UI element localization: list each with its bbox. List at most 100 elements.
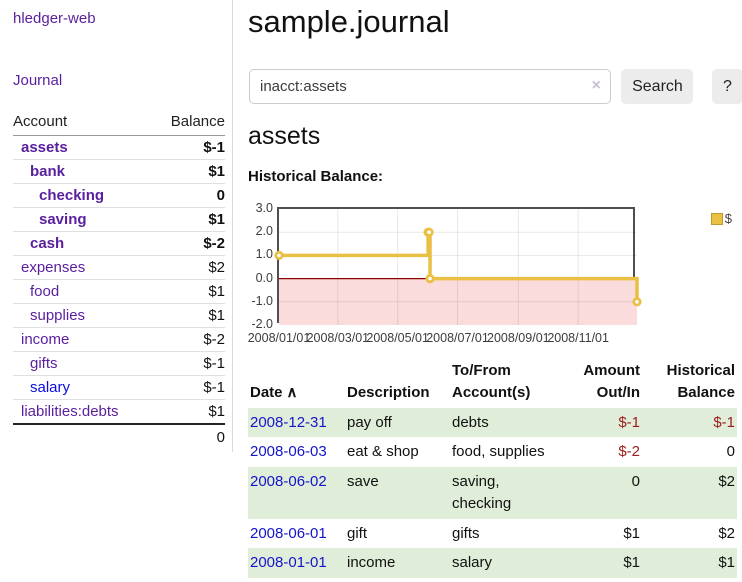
transaction-balance: $2 [718,473,735,490]
x-axis-tick-label: 2008/09/01 [487,331,550,345]
account-page-title: assets [248,122,321,150]
account-balance: $-1 [153,375,225,400]
transaction-description: income [347,554,396,572]
account-balance: $-2 [153,327,225,352]
sidebar-item-journal[interactable]: Journal [13,72,63,89]
sidebar-accounts-body: assets $-1 bank $1 checking 0 saving $1 … [13,135,225,425]
register-row: 2008-01-01 income salary $1 $1 [248,548,737,578]
y-axis-tick-label: 3.0 [255,201,273,215]
account-link[interactable]: expenses [21,259,86,276]
transaction-balance: $2 [718,524,735,542]
account-link[interactable]: gifts [30,355,58,372]
account-row: supplies $1 [13,303,225,328]
register-row: 2008-06-02 save saving, checking 0 $2 [248,467,737,519]
register-column-header[interactable]: Date ∧ [250,383,298,401]
transaction-date-link[interactable]: 2008-06-01 [250,524,327,542]
search-input[interactable] [249,69,611,104]
x-axis-tick-label: 2008/03/01 [306,331,370,345]
transaction-accounts: saving, checking [452,473,512,512]
account-link[interactable]: assets [21,139,68,156]
chart-legend: $ [710,211,732,226]
transaction-description: pay off [347,413,392,431]
account-link[interactable]: bank [30,163,66,180]
account-link[interactable]: cash [30,235,65,252]
register-column-header: Historical Balance [666,362,735,401]
register-header-row: Date ∧ Description To/From Account(s) Amount… [248,358,737,408]
account-row: gifts $-1 [13,351,225,376]
account-balance: $-1 [153,135,225,160]
account-balance: $2 [153,255,225,280]
account-row: salary $-1 [13,375,225,400]
page-title: sample.journal [248,4,450,39]
register-row: 2008-06-01 gift gifts $1 $2 [248,519,737,549]
account-row: food $1 [13,279,225,304]
register-row: 2008-12-31 pay off debts $-1 $-1 [248,407,737,438]
account-balance: $1 [153,159,225,184]
account-link[interactable]: liabilities:debts [21,403,119,420]
account-row: saving $1 [13,207,225,232]
transaction-accounts: food, supplies [452,443,545,461]
chart-plot-area [274,207,642,325]
account-link[interactable]: supplies [30,307,86,324]
search-form: × Search ? [249,69,742,104]
transaction-balance: $-1 [713,413,735,431]
account-balance: $1 [153,279,225,304]
transaction-amount: 0 [631,473,640,490]
account-link[interactable]: food [30,283,60,300]
accounts-header-balance: Balance [153,109,225,136]
transaction-accounts: gifts [452,524,480,542]
account-row: bank $1 [13,159,225,184]
account-balance: 0 [153,183,225,208]
account-link[interactable]: saving [39,211,87,228]
transaction-date-link[interactable]: 2008-12-31 [250,413,327,431]
account-balance: $-1 [153,351,225,376]
account-row: income $-2 [13,327,225,352]
register-column-header: Description [347,383,430,401]
y-axis-tick-label: -1.0 [251,293,273,308]
transaction-date-link[interactable]: 2008-06-03 [250,443,327,461]
historical-balance-chart: $ 3.0 2.0 1.0 0.0 -1.0 -2.0 2008/01/01 2008/03/… [247,201,737,347]
account-balance: $1 [153,207,225,232]
transaction-description: eat & shop [347,443,419,461]
transaction-description: gift [347,524,368,542]
account-balance: $1 [153,303,225,328]
transaction-date-link[interactable]: 2008-06-02 [250,473,327,490]
account-link[interactable]: income [21,331,70,348]
account-balance: $1 [153,399,225,425]
transaction-accounts: debts [452,413,489,431]
transaction-amount: $-1 [618,413,640,431]
transaction-balance: 0 [726,443,735,461]
app-title-link[interactable]: hledger-web [13,10,96,27]
transaction-date-link[interactable]: 2008-01-01 [250,554,327,572]
account-link[interactable]: checking [39,187,105,204]
transaction-amount: $1 [623,554,640,572]
transaction-balance: $1 [718,554,735,572]
accounts-header-account: Account [13,109,154,136]
x-axis-tick-label: 2008/05/01 [366,331,429,345]
x-axis-tick-label: 2008/07/01 [426,331,489,345]
transaction-accounts: salary [452,554,493,572]
register-column-header: Amount Out/In [583,362,640,401]
sidebar: hledger-web Journal Account Balance asse… [0,0,233,452]
account-link[interactable]: salary [30,379,71,396]
search-button[interactable]: Search [621,69,694,104]
accounts-total-row: 0 [13,423,225,450]
transaction-amount: $1 [623,524,640,542]
accounts-table: Account Balance assets $-1 bank $1 check… [13,109,225,450]
help-button[interactable]: ? [711,69,742,104]
account-row: expenses $2 [13,255,225,280]
clear-search-icon[interactable]: × [591,77,601,94]
account-row: checking 0 [13,183,225,208]
account-row: cash $-2 [13,231,225,256]
main-content: sample.journal × Search ? assets Histori… [247,0,742,582]
y-axis-tick-label: 0.0 [255,270,273,285]
transaction-description: save [347,473,379,490]
x-axis-tick-label: 2008/11/01 [547,331,609,345]
register-table: Date ∧ Description To/From Account(s) Amount… [248,358,737,578]
sort-ascending-icon: ∧ [286,383,298,401]
register-row: 2008-06-03 eat & shop food, supplies $-2… [248,437,737,467]
chart-section-label: Historical Balance: [248,168,384,185]
y-axis-tick-label: 1.0 [255,247,273,262]
x-axis-tick-label: 2008/01/01 [247,331,311,345]
accounts-total-value: 0 [153,423,225,450]
